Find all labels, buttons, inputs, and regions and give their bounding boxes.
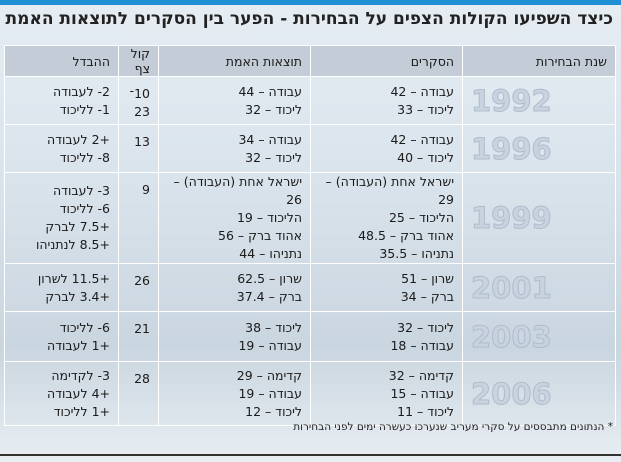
cell-line: ליכוד – 32	[397, 319, 454, 335]
cell-line: +3.4 לברק	[45, 288, 110, 304]
cell-line: עבודה – 19	[238, 337, 302, 353]
results-cell: קדימה – 29 עבודה – 19 ליכוד – 12	[158, 361, 311, 426]
polls-cell: עבודה – 42 ליכוד – 33	[310, 76, 463, 125]
cell-line: +1 לעבודה	[47, 337, 110, 353]
footnote: * הנתונים מתבססים על סקרי מעריב שנערכו כ…	[293, 421, 613, 433]
cell-line: עבודה – 18	[390, 337, 454, 353]
header-cell: תוצאות האמת	[158, 45, 311, 77]
table-row: 1999 ישראל אחת (העבודה) – 29 הליכוד – 25 אה…	[4, 172, 616, 264]
cell-line: 6- לליכוד	[59, 201, 110, 216]
difference-cell: 3- לקדימה +4 לעבודה +1 לליכוד	[4, 361, 119, 426]
cell-line: 3- לעבודה	[53, 183, 110, 198]
results-table: שנת הבחירות הסקרים תוצאות האמת קול צף ההבדל …	[4, 45, 616, 426]
cell-line: קדימה – 32	[388, 367, 454, 383]
floating-cell: 26	[118, 263, 159, 312]
cell-line: אהוד ברק – 56	[218, 228, 302, 243]
cell-line: +8.5 לנתניהו	[35, 237, 110, 252]
floating-cell: 13	[118, 124, 159, 173]
cell-line: נתניהו – 35.5	[379, 246, 454, 261]
cell-line: 6- לליכוד	[59, 319, 110, 335]
difference-cell: +11.5 לשרון +3.4 לברק	[4, 263, 119, 312]
floating-cell: 21	[118, 311, 159, 362]
cell-line: +1 לליכוד	[53, 403, 110, 419]
cell-line: עבודה – 42	[390, 131, 454, 147]
cell-line: ברק – 37.4	[236, 288, 302, 304]
cell-line: עבודה – 19	[238, 385, 302, 401]
difference-cell: 6- לליכוד +1 לעבודה	[4, 311, 119, 362]
cell-line: +7.5 לברק	[45, 219, 110, 234]
polls-cell: קדימה – 32 עבודה – 15 ליכוד – 11	[310, 361, 463, 426]
results-cell: עבודה – 44 ליכוד – 32	[158, 76, 311, 125]
cell-line: ליכוד – 11	[397, 403, 454, 419]
header-cell: קול צף	[118, 45, 159, 77]
results-cell: ליכוד – 38 עבודה – 19	[158, 311, 311, 362]
cell-line: 2- לעבודה	[53, 83, 110, 99]
results-cell: שרון – 62.5 ברק – 37.4	[158, 263, 311, 312]
floating-cell: 10־23	[118, 76, 159, 125]
cell-line: עבודה – 44	[238, 83, 302, 99]
cell-line: עבודה – 42	[390, 83, 454, 99]
polls-cell: ליכוד – 32 עבודה – 18	[310, 311, 463, 362]
cell-line: הליכוד – 19	[236, 210, 302, 225]
cell-line: שרון – 51	[401, 270, 454, 286]
table-body: 1992 עבודה – 42 ליכוד – 33 עבודה – 44 ליכוד …	[4, 76, 616, 426]
cell-line: עבודה – 34	[238, 131, 302, 147]
year-cell: 1992	[462, 76, 616, 125]
results-cell: עבודה – 34 ליכוד – 32	[158, 124, 311, 173]
difference-cell: 3- לעבודה 6- לליכוד +7.5 לברק +8.5 לנתניהו	[4, 172, 119, 264]
cell-line: נתניהו – 44	[239, 246, 302, 261]
polls-cell: ישראל אחת (העבודה) – 29 הליכוד – 25 אהוד ב…	[310, 172, 463, 264]
header-row: שנת הבחירות הסקרים תוצאות האמת קול צף ההבדל	[4, 45, 616, 77]
year-cell: 2001	[462, 263, 616, 312]
polls-cell: שרון – 51 ברק – 34	[310, 263, 463, 312]
cell-line: ליכוד – 12	[245, 403, 302, 419]
cell-line: ישראל אחת (העבודה) – 26	[173, 174, 302, 207]
polls-cell: עבודה – 42 ליכוד – 40	[310, 124, 463, 173]
table-row: 1996 עבודה – 42 ליכוד – 40 עבודה – 34 ליכוד …	[4, 124, 616, 173]
cell-line: 3- לקדימה	[51, 367, 110, 383]
year-cell: 2003	[462, 311, 616, 362]
table-row: 2003 ליכוד – 32 עבודה – 18 ליכוד – 38 עבודה …	[4, 311, 616, 362]
year-cell: 1996	[462, 124, 616, 173]
cell-line: ליכוד – 38	[245, 319, 302, 335]
cell-line: 1- לליכוד	[59, 101, 110, 117]
cell-line: +2 לעבודה	[47, 131, 110, 147]
cell-line: עבודה – 15	[390, 385, 454, 401]
top-bar	[0, 0, 621, 5]
header-cell: הסקרים	[310, 45, 463, 77]
cell-line: +4 לעבודה	[47, 385, 110, 401]
cell-line: הליכוד – 25	[388, 210, 454, 225]
cell-line: 8- לליכוד	[59, 149, 110, 165]
year-cell: 2006	[462, 361, 616, 426]
difference-cell: 2- לעבודה 1- לליכוד	[4, 76, 119, 125]
cell-line: ליכוד – 40	[397, 149, 454, 165]
floating-cell: 9	[118, 172, 159, 264]
bottom-bar	[0, 454, 621, 456]
results-cell: ישראל אחת (העבודה) – 26 הליכוד – 19 אהוד ב…	[158, 172, 311, 264]
cell-line: ליכוד – 33	[397, 101, 454, 117]
difference-cell: +2 לעבודה 8- לליכוד	[4, 124, 119, 173]
table-row: 2006 קדימה – 32 עבודה – 15 ליכוד – 11 קדימה …	[4, 361, 616, 426]
cell-line: אהוד ברק – 48.5	[358, 228, 454, 243]
header-cell: שנת הבחירות	[462, 45, 616, 77]
header-cell: ההבדל	[4, 45, 119, 77]
cell-line: שרון – 62.5	[237, 270, 302, 286]
title: כיצד השפיעו הקולות הצפים על הבחירות - הפ…	[5, 9, 613, 29]
cell-line: +11.5 לשרון	[37, 270, 110, 286]
cell-line: ליכוד – 32	[245, 149, 302, 165]
cell-line: ברק – 34	[400, 288, 454, 304]
cell-line: ליכוד – 32	[245, 101, 302, 117]
table-row: 1992 עבודה – 42 ליכוד – 33 עבודה – 44 ליכוד …	[4, 76, 616, 125]
cell-line: ישראל אחת (העבודה) – 29	[325, 174, 454, 207]
floating-cell: 28	[118, 361, 159, 426]
table-row: 2001 שרון – 51 ברק – 34 שרון – 62.5 ברק – 37…	[4, 263, 616, 312]
year-cell: 1999	[462, 172, 616, 264]
cell-line: קדימה – 29	[236, 367, 302, 383]
